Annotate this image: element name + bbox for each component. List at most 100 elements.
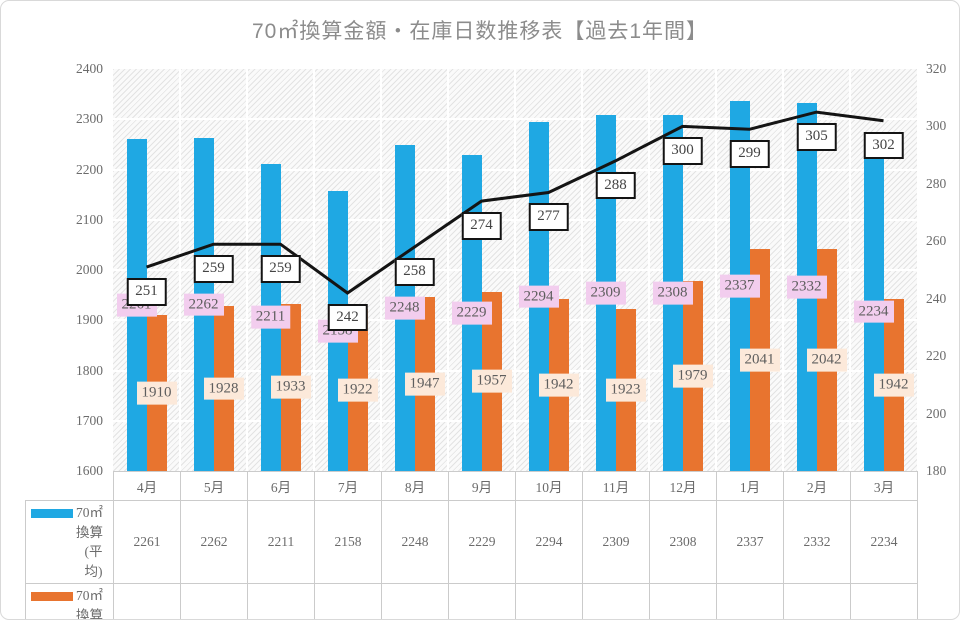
table-corner-cell (26, 472, 114, 501)
month-header-cell: 10月 (515, 471, 583, 501)
gridline-vertical (447, 69, 449, 471)
month-header-cell: 1月 (716, 471, 784, 501)
bar-label-average-2月: 2332 (786, 275, 827, 299)
legend-swatch-median-icon (31, 592, 73, 602)
table-cell-average-7月: 2158 (314, 499, 382, 585)
table-cell-median-6月: 1933 (247, 583, 315, 619)
table-cell-median-12月: 1979 (649, 583, 717, 619)
bar-label-average-11月: 2309 (585, 281, 626, 305)
table-cell-median-10月: 1942 (515, 583, 583, 619)
line-label-9月: 274 (461, 212, 502, 240)
month-header-cell: 3月 (850, 471, 918, 501)
table-cell-average-3月: 2234 (850, 499, 918, 585)
gridline-vertical (849, 69, 851, 471)
bar-label-median-1月: 2041 (739, 348, 780, 372)
left-axis-tick-label: 1900 (76, 312, 103, 328)
bar-label-median-7月: 1922 (337, 378, 378, 402)
legend-label-median: 70㎡換算(中央) (76, 586, 111, 620)
line-label-2月: 305 (796, 123, 837, 151)
left-axis-tick-label: 2300 (76, 111, 103, 127)
gridline-vertical (380, 69, 382, 471)
right-axis-tick-label: 200 (926, 405, 947, 421)
legend-label-average: 70㎡換算 (平均) (76, 503, 111, 581)
bar-label-average-5月: 2262 (183, 293, 224, 317)
month-header-cell: 6月 (247, 471, 315, 501)
bar-label-average-10月: 2294 (518, 285, 559, 308)
left-axis-tick-label: 1700 (76, 412, 103, 428)
bar-label-median-8月: 1947 (404, 372, 445, 396)
legend-cell-inner-average: 70㎡換算 (平均) (27, 502, 113, 583)
table-cell-average-4月: 2261 (113, 499, 181, 585)
left-axis-tick-label: 1600 (76, 463, 103, 478)
table-cell-median-7月: 1922 (314, 583, 382, 619)
bar-label-average-8月: 2248 (384, 296, 425, 320)
line-label-6月: 259 (260, 255, 301, 283)
right-axis-tick-label: 180 (926, 463, 947, 478)
bar-label-median-5月: 1928 (203, 377, 244, 400)
line-label-1月: 299 (729, 140, 770, 168)
data-table: 4月 5月 6月 7月 8月 9月 10月 11月 12月 1月 2月 3月 70㎡換算 (平均) 2261… (25, 471, 918, 620)
bar-label-median-3月: 1942 (873, 373, 914, 397)
right-axis-tick-label: 300 (926, 118, 947, 134)
month-header-cell: 9月 (448, 471, 516, 501)
table-cell-average-8月: 2248 (381, 499, 449, 585)
table-cell-median-9月: 1957 (448, 583, 516, 619)
bar-label-average-1月: 2337 (719, 274, 760, 298)
bar-label-average-9月: 2229 (451, 301, 492, 325)
right-axis-tick-label: 280 (926, 175, 947, 191)
legend-label-line: 70㎡換算 (76, 588, 103, 620)
legend-swatch-average-icon (31, 509, 73, 518)
gridline-vertical (246, 69, 248, 471)
table-cell-average-12月: 2308 (649, 499, 717, 585)
table-cell-average-11月: 2309 (582, 499, 650, 585)
bar-label-average-12月: 2308 (652, 281, 693, 305)
left-axis-tick-label: 1800 (76, 362, 103, 378)
right-axis-tick-label: 260 (926, 233, 947, 249)
month-header-cell: 11月 (582, 471, 650, 501)
gridline-vertical (648, 69, 650, 471)
table-cell-median-2月: 2042 (783, 583, 851, 619)
legend-label-line: (平均) (84, 544, 103, 579)
table-cell-average-6月: 2211 (247, 499, 315, 585)
bar-label-average-3月: 2234 (853, 300, 894, 324)
table-cell-average-9月: 2229 (448, 499, 516, 585)
line-label-12月: 300 (662, 137, 703, 165)
right-axis-tick-label: 240 (926, 290, 947, 306)
table-cell-average-5月: 2262 (180, 499, 248, 585)
bar-label-median-6月: 1933 (270, 375, 311, 399)
left-axis-tick-label: 2100 (76, 211, 103, 227)
left-axis-tick-label: 2000 (76, 262, 103, 277)
gridline-vertical (581, 69, 583, 471)
legend-cell-average: 70㎡換算 (平均) (25, 499, 114, 585)
table-cell-average-10月: 2294 (515, 499, 583, 585)
chart-title: 70㎡換算金額・在庫日数推移表【過去1年間】 (251, 20, 709, 43)
bar-label-average-6月: 2211 (250, 306, 291, 329)
bar-label-median-2月: 2042 (806, 348, 847, 372)
line-label-8月: 258 (394, 258, 435, 286)
line-label-4月: 251 (126, 278, 167, 306)
table-cell-median-11月: 1923 (582, 583, 650, 619)
month-header-cell: 8月 (381, 471, 449, 501)
table-cell-median-5月: 1928 (180, 583, 248, 619)
month-header-cell: 7月 (314, 471, 382, 501)
month-header-cell: 5月 (180, 471, 248, 501)
gridline-vertical (313, 69, 315, 471)
legend-cell-inner-median: 70㎡換算(中央) (27, 585, 113, 620)
month-header-cell: 12月 (649, 471, 717, 501)
table-cell-median-4月: 1910 (113, 583, 181, 619)
left-axis-tick-label: 2200 (76, 161, 103, 177)
gridline-vertical (514, 69, 516, 471)
bar-label-median-9月: 1957 (471, 369, 512, 393)
bar-label-median-12月: 1979 (672, 364, 713, 388)
month-header-cell: 2月 (783, 471, 851, 501)
line-label-5月: 259 (193, 255, 234, 283)
line-label-3月: 302 (863, 131, 904, 160)
table-cell-average-2月: 2332 (783, 499, 851, 585)
month-header-cell: 4月 (113, 471, 181, 501)
line-label-10月: 277 (528, 203, 569, 231)
gridline-vertical (782, 69, 784, 471)
right-axis-tick-label: 220 (926, 348, 947, 364)
table-cell-average-1月: 2337 (716, 499, 784, 585)
bar-label-median-4月: 1910 (136, 381, 177, 405)
